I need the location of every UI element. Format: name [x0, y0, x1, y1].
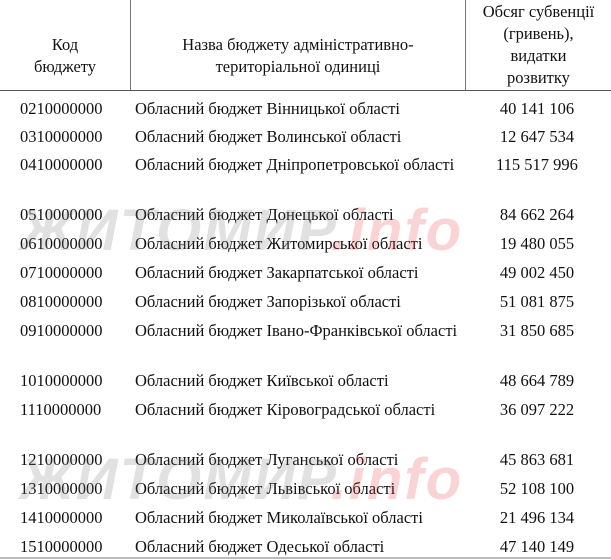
cell-code: 1110000000	[20, 400, 102, 419]
cell-amount: 84 662 264	[499, 205, 575, 224]
header-line: територіальної одиниці	[215, 57, 381, 76]
cell-code: 0710000000	[20, 263, 103, 282]
cell-amount: 49 002 450	[499, 263, 575, 282]
cell-amount: 12 647 534	[499, 127, 575, 146]
cell-amount: 51 081 875	[499, 292, 575, 311]
cell-amount: 36 097 222	[499, 400, 575, 419]
header-amount: Обсяг субвенції (гривень), видатки розви…	[466, 1, 611, 89]
cell-code: 0410000000	[20, 155, 103, 174]
cell-code: 0210000000	[20, 99, 103, 118]
header-line: бюджету	[33, 57, 97, 76]
header-line: Код	[51, 35, 79, 54]
header-line: (гривень),	[503, 24, 574, 43]
table-header: Код бюджету Назва бюджету адміністративн…	[0, 0, 611, 91]
cell-code: 1310000000	[20, 479, 103, 498]
cell-name: Обласний бюджет Закарпатської області	[135, 263, 419, 282]
column-divider	[130, 0, 131, 90]
cell-code: 1010000000	[20, 371, 103, 390]
header-code: Код бюджету	[0, 34, 130, 78]
cell-amount: 40 141 106	[499, 99, 575, 118]
cell-amount: 31 850 685	[499, 321, 575, 340]
cell-name: Обласний бюджет Вінницької області	[135, 99, 400, 118]
cell-name: Обласний бюджет Житомирської області	[135, 234, 423, 253]
header-line: Назва бюджету адміністративно-	[182, 35, 414, 54]
cell-amount: 52 108 100	[499, 479, 575, 498]
cell-name: Обласний бюджет Луганської області	[135, 450, 399, 469]
cell-code: 1210000000	[20, 450, 103, 469]
cell-code: 1510000000	[20, 537, 103, 556]
header-line: видатки	[510, 46, 567, 65]
cell-code: 0510000000	[20, 205, 103, 224]
bottom-border	[0, 557, 611, 559]
cell-code: 0910000000	[20, 321, 103, 340]
cell-name: Обласний бюджет Одеської області	[135, 537, 385, 556]
cell-amount: 47 140 149	[499, 537, 575, 556]
cell-name: Обласний бюджет Донецької області	[135, 205, 394, 224]
cell-name: Обласний бюджет Дніпропетровської област…	[135, 155, 455, 174]
cell-name: Обласний бюджет Волинської області	[135, 127, 402, 146]
header-line: розвитку	[507, 68, 570, 87]
cell-amount: 21 496 134	[499, 508, 575, 527]
cell-code: 1410000000	[20, 508, 103, 527]
cell-name: Обласний бюджет Кіровоградської області	[135, 400, 436, 419]
cell-name: Обласний бюджет Київської області	[135, 371, 389, 390]
cell-amount: 48 664 789	[499, 371, 575, 390]
cell-amount: 115 517 996	[496, 155, 578, 174]
cell-code: 0810000000	[20, 292, 103, 311]
cell-code: 0310000000	[20, 127, 103, 146]
header-name: Назва бюджету адміністративно- територіа…	[131, 34, 465, 78]
cell-name: Обласний бюджет Івано-Франківської облас…	[135, 321, 458, 340]
cell-amount: 19 480 055	[499, 234, 575, 253]
cell-name: Обласний бюджет Миколаївської області	[135, 508, 423, 527]
cell-name: Обласний бюджет Львівської області	[135, 479, 396, 498]
cell-name: Обласний бюджет Запорізької області	[135, 292, 401, 311]
cell-code: 0610000000	[20, 234, 103, 253]
header-line: Обсяг субвенції	[482, 2, 595, 21]
cell-amount: 45 863 681	[499, 450, 575, 469]
column-divider	[465, 0, 466, 90]
